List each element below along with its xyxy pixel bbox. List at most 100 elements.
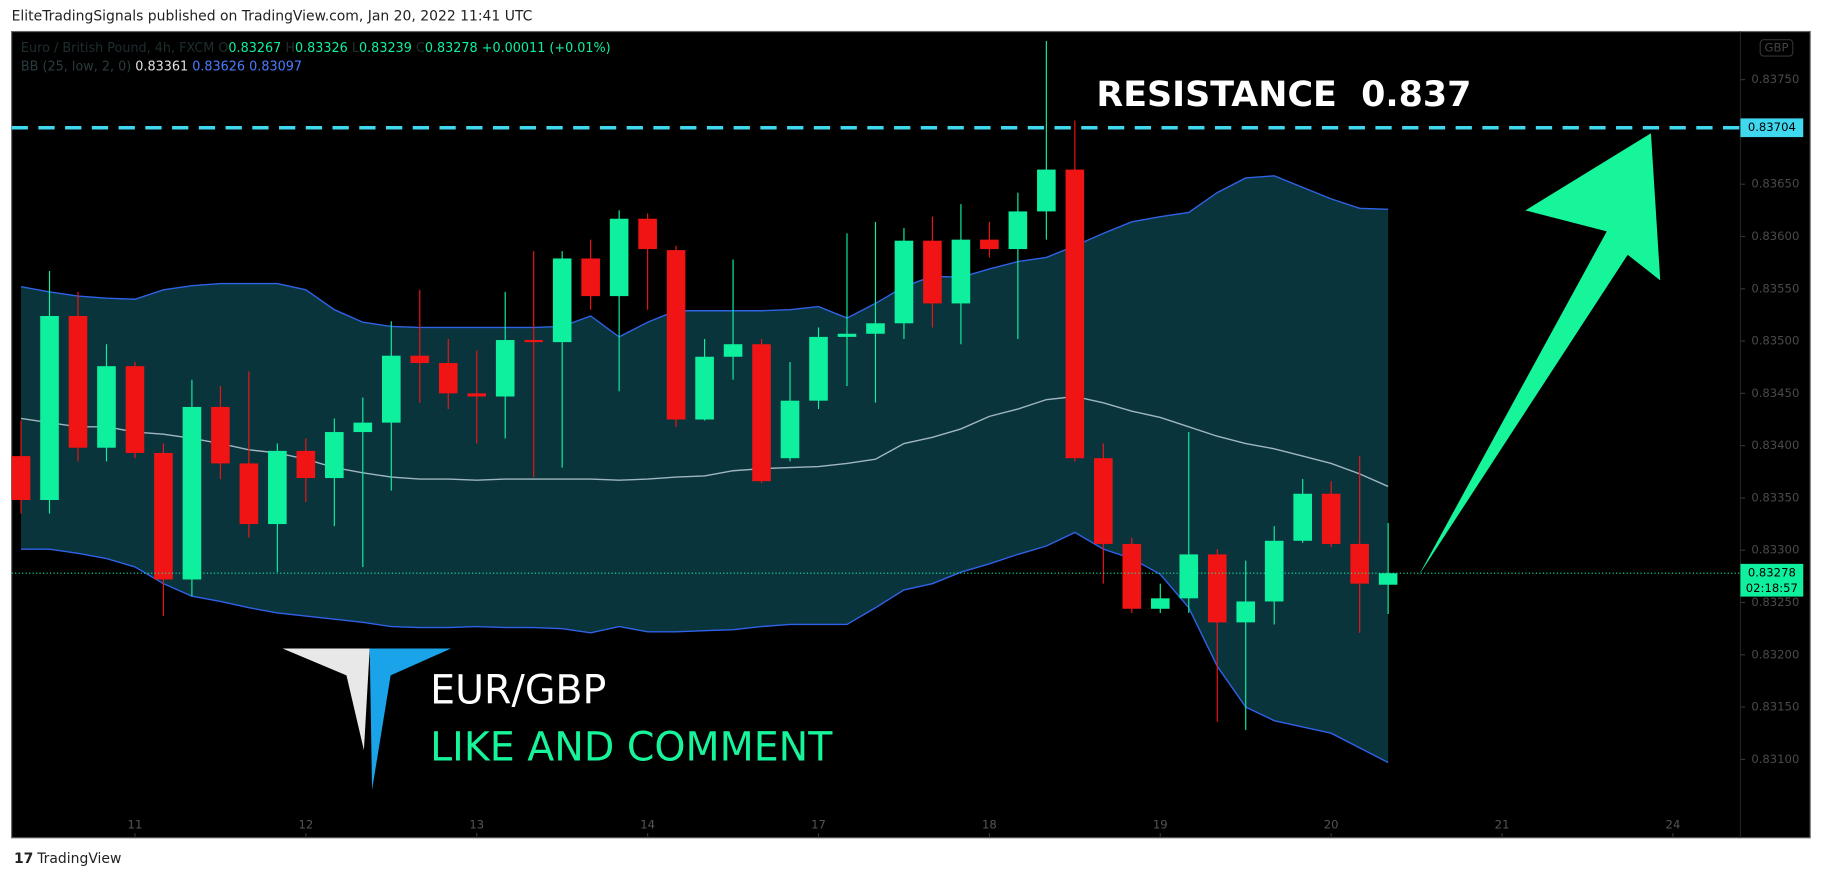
y-tick-label: 0.83650 (1751, 177, 1799, 191)
x-tick-label: 20 (1324, 817, 1339, 831)
candle-body (268, 450, 287, 525)
candle-body (1321, 493, 1341, 544)
candle-body (837, 333, 857, 337)
candle-body (467, 393, 487, 397)
legend-key: O (218, 40, 228, 55)
candle-body (581, 258, 600, 297)
y-tick-label: 0.83500 (1751, 334, 1799, 348)
legend-value: 0.83326 (295, 40, 348, 55)
candle-body (638, 218, 657, 250)
footer-brand: TradingView (36, 851, 121, 867)
candle-body (923, 240, 942, 304)
candle-body (125, 366, 145, 453)
candle-body (1150, 598, 1170, 609)
lower-band (21, 531, 1389, 764)
x-tick-label: 21 (1495, 817, 1510, 831)
y-tick-label: 0.83300 (1751, 543, 1799, 557)
candle-body (1264, 540, 1284, 602)
candle-body (182, 406, 202, 580)
legend-value: 0.83267 (228, 40, 281, 55)
candle-body (1179, 554, 1199, 599)
publish-header: EliteTradingSignals published on Trading… (12, 8, 533, 24)
ohlc-legend: Euro / British Pound, 4h, FXCM O0.83267 … (21, 40, 611, 55)
x-tick-label: 17 (811, 817, 826, 831)
call-to-action: LIKE AND COMMENT (430, 725, 833, 771)
y-tick-label: 0.83250 (1751, 595, 1799, 609)
candle-body (495, 340, 515, 397)
resistance-price-tag (1740, 118, 1804, 138)
logo-white (282, 648, 370, 751)
x-tick-label: 12 (298, 817, 313, 831)
candle-body (1378, 573, 1398, 585)
candle-body (723, 344, 743, 357)
logo-blue (369, 648, 452, 790)
y-tick-label: 0.83600 (1751, 229, 1799, 243)
currency-label: GBP (1765, 40, 1789, 54)
logo (282, 648, 452, 790)
candle-body (11, 456, 31, 501)
upper-band (20, 175, 1389, 338)
candle-body (97, 366, 116, 448)
candle-body (296, 450, 316, 479)
resistance-price: 0.83704 (1748, 120, 1796, 134)
last-price: 0.83278 (1748, 566, 1796, 580)
legend-value: 0.83278 (425, 40, 478, 55)
candle-body (381, 355, 401, 423)
candle-body (894, 240, 914, 324)
legend-key: H (285, 40, 295, 55)
currency-badge (1759, 39, 1794, 57)
indicator-legend: BB (25, low, 2, 0) 0.83361 0.83626 0.830… (21, 59, 302, 74)
candle-body (239, 463, 259, 525)
legend-title: Euro / British Pound, 4h, FXCM (21, 40, 214, 55)
indicator-name: BB (25, low, 2, 0) (21, 59, 131, 74)
y-tick-label: 0.83750 (1751, 72, 1799, 86)
candle-body (666, 250, 686, 420)
indicator-value: 0.83097 (249, 59, 302, 74)
candle-body (1236, 601, 1256, 623)
candle-body (552, 258, 572, 343)
candle-body (1065, 169, 1085, 459)
y-tick-label: 0.83200 (1751, 647, 1799, 661)
last-price-tag (1740, 563, 1804, 597)
candle-body (866, 323, 885, 334)
candle-body (211, 406, 230, 464)
indicator-value: 0.83361 (135, 59, 188, 74)
candle-body (1293, 493, 1312, 541)
x-tick-label: 11 (128, 817, 143, 831)
x-tick-label: 14 (640, 817, 655, 831)
candle-body (1207, 554, 1227, 623)
candle-body (695, 356, 714, 420)
candle-body (325, 432, 344, 479)
resistance-annotation: RESISTANCE 0.837 (1096, 75, 1471, 115)
y-tick-label: 0.83350 (1751, 490, 1799, 504)
candle-body (609, 218, 629, 297)
countdown: 02:18:57 (1746, 581, 1798, 595)
legend-key: C (416, 40, 425, 55)
legend-value: 0.83239 (359, 40, 412, 55)
candle-body (154, 452, 173, 580)
candle-body (780, 400, 800, 459)
y-tick-label: 0.83450 (1751, 386, 1799, 400)
symbol-caption: EUR/GBP (430, 667, 606, 713)
candle-body (980, 239, 999, 250)
footer-logo-mark: 17 (14, 851, 33, 867)
candle-body (1122, 543, 1142, 609)
candle-body (68, 315, 88, 448)
candle-body (1008, 211, 1028, 250)
legend-change: +0.00011 (+0.01%) (482, 40, 611, 55)
candle-body (1350, 543, 1369, 584)
plot-area (11, 40, 1398, 764)
candle-body (410, 355, 430, 364)
up-arrow (1418, 133, 1661, 577)
x-tick-label: 18 (982, 817, 997, 831)
candle-body (438, 363, 458, 394)
candle-body (1037, 169, 1056, 212)
candle-body (752, 344, 771, 482)
candle-body (40, 315, 59, 501)
y-tick-label: 0.83400 (1751, 438, 1799, 452)
legend-key: L (352, 40, 360, 55)
candle-body (809, 336, 828, 401)
y-tick-label: 0.83550 (1751, 281, 1799, 295)
